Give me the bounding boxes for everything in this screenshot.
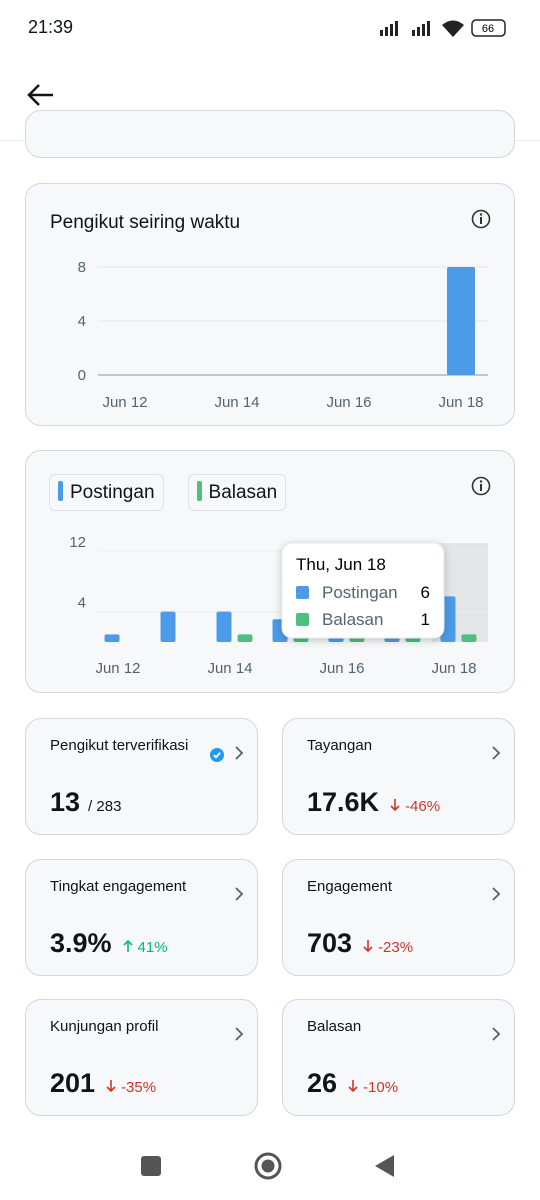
change-arrow	[348, 1080, 358, 1093]
status-time: 21:39	[28, 17, 74, 37]
stat-label: Tayangan	[307, 737, 373, 754]
stat-card[interactable]: Kunjungan profil 201 -35%	[25, 999, 258, 1116]
y-tick-label: 0	[78, 367, 86, 384]
nav-home[interactable]	[254, 1152, 282, 1180]
tooltip: Thu, Jun 18 Postingan 6 Balasan 1	[281, 542, 445, 639]
tooltip-value: 6	[421, 583, 430, 602]
x-tick-label: Jun 14	[214, 394, 259, 411]
x-tick-label: Jun 18	[431, 660, 476, 677]
chevron	[491, 1026, 501, 1047]
stat-label: Engagement	[307, 877, 393, 895]
tooltip-label: Balasan	[322, 610, 383, 629]
nav-bar	[141, 1152, 394, 1180]
stat-change-text: -10%	[363, 1079, 399, 1096]
stat-number: 703	[307, 927, 353, 958]
nav-recent[interactable]	[141, 1156, 161, 1176]
stat-card[interactable]: Engagement 703 -23%	[282, 858, 515, 976]
stat-card[interactable]: Tayangan 17.6K -46%	[282, 718, 515, 835]
stat-value: 703 -23%	[307, 928, 413, 959]
stat-card[interactable]: Tingkat engagement 3.9% 41%	[25, 858, 258, 976]
stat-card[interactable]: Balasan 26 -10%	[282, 999, 515, 1116]
stat-change-text: -23%	[378, 938, 414, 956]
stat-value: 26 -10%	[307, 1068, 398, 1099]
stat-number: 13	[50, 787, 81, 817]
stat-change: -46%	[389, 798, 440, 815]
chevron	[491, 886, 501, 907]
tooltip-swatch	[296, 586, 309, 599]
legend-swatch	[58, 481, 63, 501]
info-icon[interactable]	[470, 475, 492, 497]
stat-total: / 283	[88, 798, 122, 815]
chevron	[234, 745, 244, 766]
y-tick-label: 12	[69, 534, 86, 551]
stat-label: Tingkat engagement	[50, 877, 187, 895]
chart-title: Pengikut seiring waktu	[50, 212, 241, 233]
y-tick-label: 4	[78, 313, 86, 330]
stat-value: 3.9% 41%	[50, 928, 168, 959]
tooltip-title: Thu, Jun 18	[296, 555, 386, 574]
activity-chart: 4 12 Jun 12 Jun 14 Jun 16 Jun 18 Thu, Jun 18 Po…	[69, 534, 488, 677]
stat-label: Pengikut terverifikasi	[50, 737, 189, 754]
stat-label: Kunjungan profil	[50, 1018, 159, 1035]
card-partial	[25, 110, 515, 158]
stat-card[interactable]: Pengikut terverifikasi 13 / 283	[25, 718, 258, 835]
stat-number: 26	[307, 1068, 338, 1098]
stat-value: 201 -35%	[50, 1068, 156, 1099]
stat-value: 13 / 283	[50, 787, 121, 818]
bar	[104, 634, 120, 642]
x-tick-label: Jun 18	[438, 394, 483, 411]
change-arrow	[363, 939, 373, 952]
back-button[interactable]	[26, 82, 56, 108]
followers-card: Pengikut seiring waktu	[25, 183, 515, 426]
verified-badge	[210, 748, 224, 767]
x-tick-label: Jun 12	[95, 660, 140, 677]
y-tick-label: 4	[78, 595, 86, 612]
stat-change-text: 41%	[137, 938, 168, 956]
bar	[160, 611, 176, 642]
change-arrow	[122, 939, 133, 952]
tooltip-swatch	[296, 613, 309, 626]
x-tick-label: Jun 14	[207, 660, 252, 677]
chevron	[234, 886, 244, 907]
legend-label: Postingan	[70, 482, 155, 503]
battery-level: 66	[482, 23, 494, 35]
stat-value: 17.6K -46%	[307, 787, 440, 818]
change-arrow	[106, 1080, 116, 1093]
y-tick-label: 8	[78, 259, 86, 276]
stat-change: -10%	[347, 1079, 398, 1096]
bar	[461, 634, 477, 642]
stat-number: 17.6K	[307, 787, 380, 817]
bar	[216, 611, 232, 642]
bar	[447, 267, 475, 375]
info-icon[interactable]	[470, 208, 492, 230]
chevron	[491, 745, 501, 766]
stat-number: 3.9%	[50, 927, 112, 958]
x-tick-label: Jun 16	[319, 660, 364, 677]
legend: Postingan Balasan	[49, 474, 310, 511]
legend-label: Balasan	[208, 482, 278, 503]
nav-back[interactable]	[375, 1155, 394, 1177]
stat-change-text: -35%	[121, 1079, 157, 1096]
change-arrow	[390, 799, 400, 812]
legend-item: Postingan	[49, 474, 164, 511]
legend-swatch	[196, 481, 202, 501]
tooltip-label: Postingan	[322, 583, 398, 602]
chevron	[234, 1026, 244, 1047]
stat-change: -35%	[105, 1079, 156, 1096]
stat-number: 201	[50, 1068, 96, 1098]
tooltip-value: 1	[421, 610, 430, 629]
x-tick-label: Jun 12	[102, 394, 147, 411]
status-icons: 66	[380, 19, 506, 37]
stat-change: 41%	[122, 939, 168, 956]
x-tick-label: Jun 16	[326, 394, 371, 411]
legend-item: Balasan	[187, 474, 287, 511]
stat-label: Balasan	[307, 1018, 362, 1035]
bar	[237, 634, 253, 642]
stat-change: -23%	[362, 939, 413, 956]
followers-chart: 0 4 8 Jun 12 Jun 14 Jun 16 Jun 18	[78, 259, 488, 411]
stat-change-text: -46%	[405, 798, 441, 815]
tooltip-box	[281, 542, 445, 639]
